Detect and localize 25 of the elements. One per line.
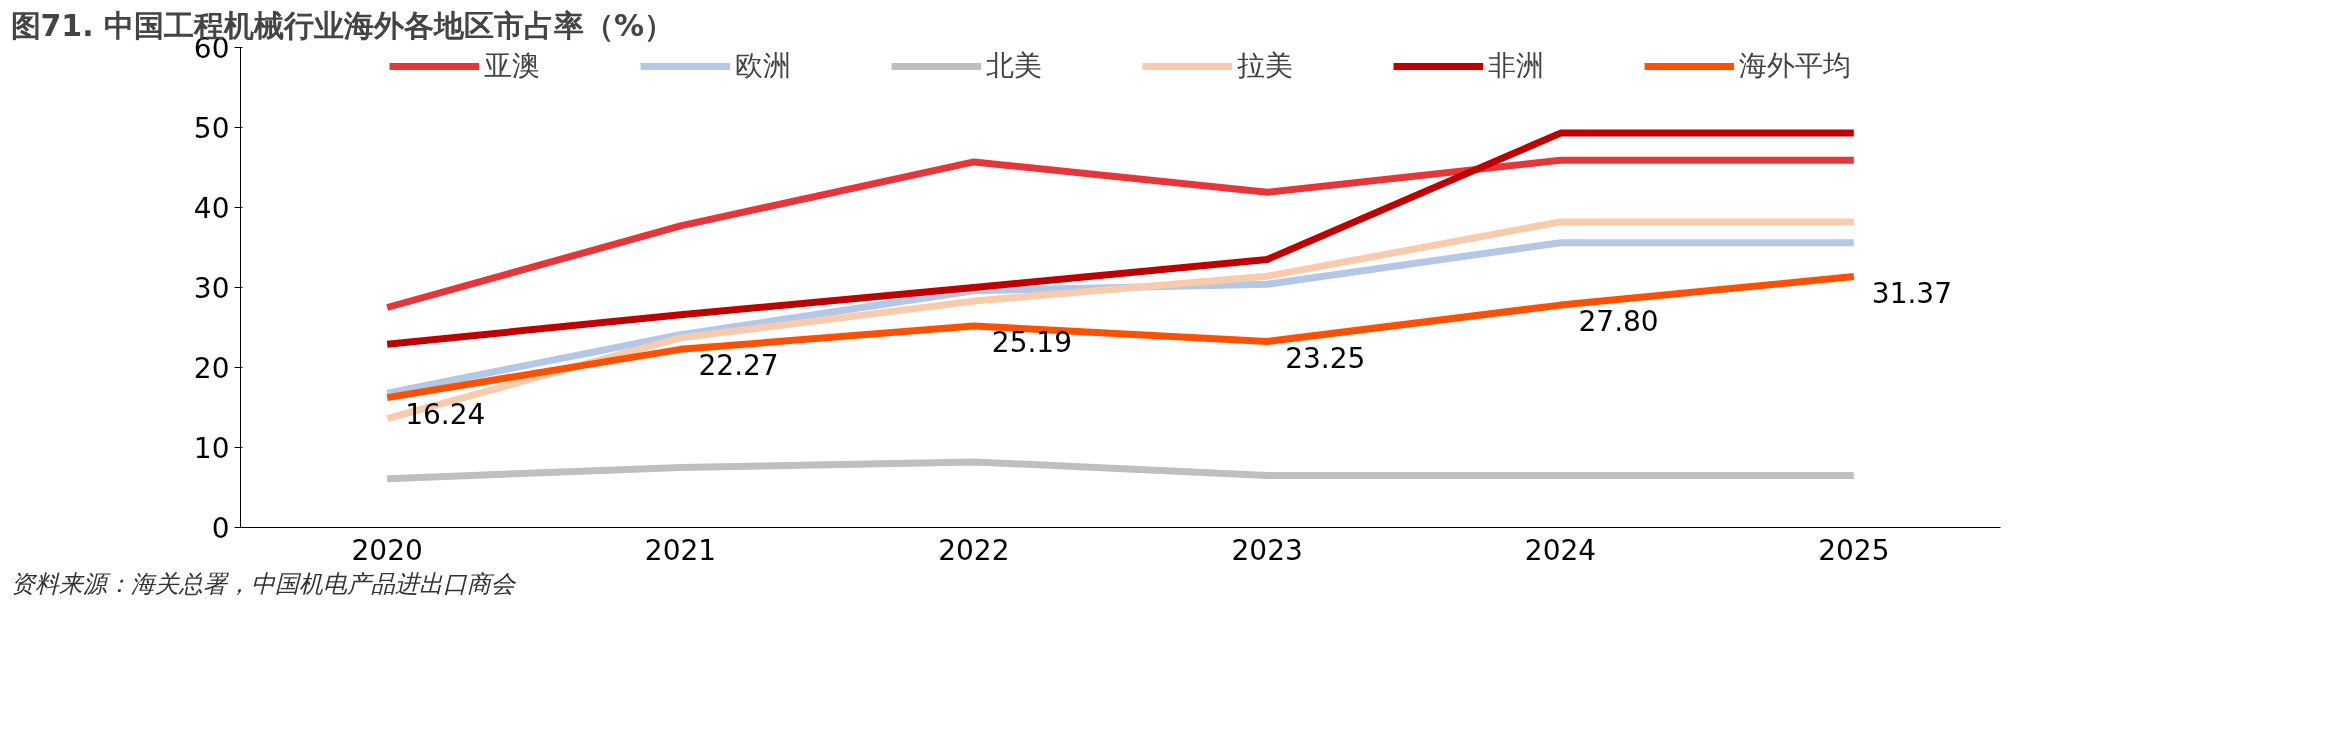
text: 资料来源：海关总署，中国机电产品进出口商会 [10, 569, 517, 598]
y-tick-label: 10 [193, 432, 230, 465]
data-label: 27.80 [1578, 305, 1659, 339]
x-tick-label: 2025 [1818, 533, 1890, 567]
x-tick-label: 2024 [1524, 533, 1597, 567]
x-tick-label: 2020 [351, 533, 423, 567]
y-tick-label: 0 [211, 512, 230, 545]
data-label: 22.27 [698, 349, 779, 383]
legend-label: 亚澳 [484, 48, 540, 84]
data-label: 31.37 [1871, 276, 1953, 310]
x-tick-label: 2022 [938, 533, 1010, 567]
data-label: 16.24 [405, 397, 486, 431]
y-tick-label: 50 [193, 112, 230, 145]
legend-label: 拉美 [1237, 48, 1293, 84]
data-label: 25.19 [991, 325, 1073, 359]
x-tick-label: 2021 [644, 533, 717, 567]
y-tick-label: 30 [193, 272, 230, 305]
y-tick-label: 40 [193, 192, 230, 225]
legend-label: 欧洲 [735, 48, 791, 84]
legend-label: 北美 [986, 48, 1042, 84]
y-tick-label: 20 [193, 352, 230, 385]
legend-label: 海外平均 [1739, 48, 1851, 84]
x-tick-label: 2023 [1231, 533, 1303, 567]
data-label: 23.25 [1285, 341, 1366, 375]
legend-label: 非洲 [1488, 48, 1544, 84]
